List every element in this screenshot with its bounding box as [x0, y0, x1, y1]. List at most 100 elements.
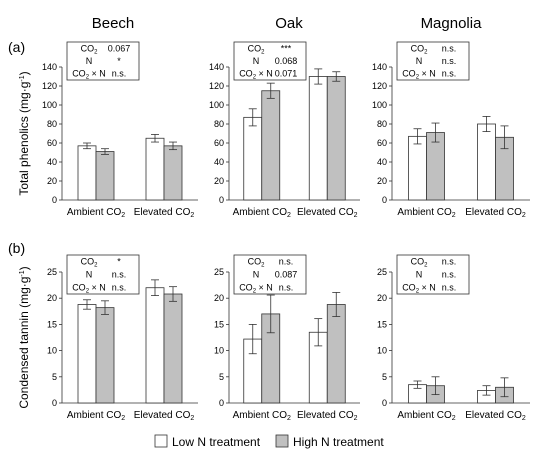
stats-label: CO2​ × N: [72, 69, 106, 81]
y-axis-title: Condensed tannin (mg·g-1​): [17, 266, 31, 408]
y-tick-label: 0: [219, 398, 224, 408]
x-category-label: Elevated CO2​: [134, 207, 195, 219]
stats-box: [66, 254, 140, 295]
y-tick-label: 5: [219, 372, 224, 382]
legend-label-high: High N treatment: [293, 435, 384, 449]
stats-box: [396, 254, 470, 295]
column-title-magnolia: Magnolia: [421, 15, 483, 32]
stats-value: ***: [281, 43, 292, 53]
bar-high-1: [163, 293, 183, 404]
stats-value: *: [117, 56, 121, 66]
stats-label: CO2​: [411, 257, 429, 269]
y-tick-label: 15: [377, 319, 387, 329]
legend: Low N treatment High N treatment: [154, 434, 384, 449]
stats-label: CO2​: [411, 43, 429, 55]
y-tick-label: 5: [52, 372, 57, 382]
stats-value: n.s.: [112, 283, 127, 293]
stats-value: n.s.: [112, 69, 127, 79]
y-tick-label: 0: [382, 195, 387, 205]
bar-high-0: [95, 307, 115, 404]
stats-value: n.s.: [442, 270, 457, 280]
x-category-label: Elevated CO2​: [465, 410, 526, 422]
y-tick-label: 0: [52, 195, 57, 205]
stats-value: 0.068: [275, 56, 298, 66]
y-tick-label: 20: [214, 293, 224, 303]
y-tick-label: 140: [372, 62, 387, 72]
bar-high-0: [426, 132, 445, 201]
y-tick-label: 15: [214, 319, 224, 329]
y-tick-label: 10: [47, 346, 57, 356]
stats-value: 0.087: [275, 270, 298, 280]
y-tick-label: 40: [214, 157, 224, 167]
y-tick-label: 120: [42, 81, 57, 91]
column-title-oak: Oak: [275, 15, 303, 32]
legend-swatch-high: [275, 434, 289, 448]
panel-label-b: (b): [8, 240, 25, 256]
y-tick-label: 140: [42, 62, 57, 72]
y-tick-label: 20: [214, 176, 224, 186]
y-tick-label: 60: [47, 138, 57, 148]
y-tick-label: 20: [377, 293, 387, 303]
column-title-beech: Beech: [92, 15, 135, 32]
stats-label: CO2​: [81, 257, 99, 269]
stats-label: N: [416, 270, 423, 280]
stats-value: 0.067: [108, 43, 131, 53]
y-tick-label: 80: [47, 119, 57, 129]
legend-swatch-low: [154, 434, 168, 448]
bar-low-1: [477, 123, 496, 201]
bar-high-0: [95, 151, 115, 201]
stats-value: n.s.: [442, 283, 457, 293]
chart-1-2: 0 5 10 15 20 25 Ambient CO2​ Elevated CO2​ CO2​ n…: [377, 254, 530, 422]
stats-label: CO2​: [248, 43, 266, 55]
bar-low-0: [77, 145, 97, 201]
y-axis-title: Total phenolics (mg·g-1​): [17, 71, 31, 195]
stats-box: [66, 41, 140, 81]
x-category-label: Ambient CO2​: [397, 410, 455, 422]
y-tick-label: 20: [377, 176, 387, 186]
stats-label: CO2​: [248, 257, 266, 269]
bar-high-0: [261, 90, 281, 201]
panel-label-a: (a): [8, 39, 25, 55]
y-tick-label: 15: [47, 319, 57, 329]
stats-value: n.s.: [279, 257, 294, 267]
stats-box: [396, 41, 470, 81]
x-category-label: Ambient CO2​: [397, 207, 455, 219]
stats-value: n.s.: [279, 283, 294, 293]
y-tick-label: 25: [377, 267, 387, 277]
chart-0-0: 0 20 40 60 80 100 120 140 Ambient CO2​ Elevated C…: [17, 41, 198, 219]
legend-label-low: Low N treatment: [172, 435, 261, 449]
bar-high-1: [163, 145, 183, 201]
stats-value: *: [117, 257, 121, 267]
y-tick-label: 60: [377, 138, 387, 148]
y-tick-label: 0: [382, 398, 387, 408]
y-tick-label: 100: [42, 100, 57, 110]
x-category-label: Ambient CO2​: [233, 410, 291, 422]
bar-low-1: [145, 287, 165, 404]
stats-label: CO2​ × N: [402, 69, 436, 81]
bar-high-1: [326, 76, 346, 201]
stats-label: N: [86, 270, 93, 280]
stats-value: n.s.: [112, 270, 127, 280]
stats-label: N: [253, 56, 260, 66]
y-tick-label: 40: [47, 157, 57, 167]
y-tick-label: 120: [209, 81, 224, 91]
y-tick-label: 10: [377, 346, 387, 356]
y-tick-label: 100: [209, 100, 224, 110]
x-category-label: Elevated CO2​: [297, 410, 358, 422]
stats-box: [233, 41, 307, 81]
stats-label: CO2​ × N: [239, 69, 273, 81]
x-category-label: Ambient CO2​: [67, 207, 125, 219]
chart-0-2: 0 20 40 60 80 100 120 140 Ambient CO2​ Elevated C…: [372, 41, 530, 219]
x-category-label: Elevated CO2​: [134, 410, 195, 422]
stats-value: n.s.: [442, 56, 457, 66]
y-tick-label: 25: [47, 267, 57, 277]
y-tick-label: 80: [214, 119, 224, 129]
stats-label: CO2​ × N: [402, 283, 436, 295]
bar-low-0: [243, 116, 263, 201]
y-tick-label: 20: [47, 293, 57, 303]
stats-label: CO2​: [81, 43, 99, 55]
bar-high-1: [326, 304, 346, 404]
y-tick-label: 100: [372, 100, 387, 110]
